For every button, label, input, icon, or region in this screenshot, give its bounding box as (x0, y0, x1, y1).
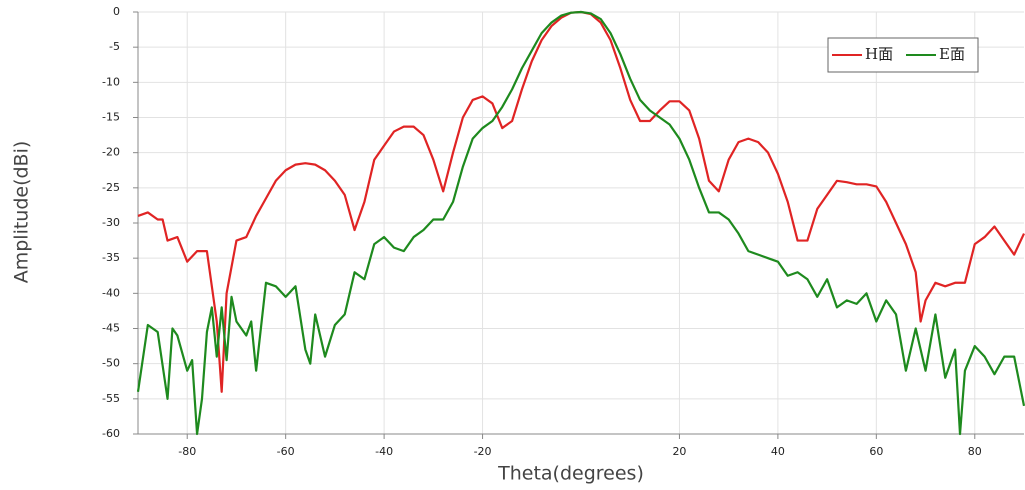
y-tick-label: -50 (102, 357, 120, 370)
y-tick-label: -20 (102, 146, 120, 159)
y-tick-label: -35 (102, 251, 120, 264)
x-tick-label: -20 (474, 445, 492, 458)
x-tick-label: 60 (869, 445, 883, 458)
x-tick-label: 20 (672, 445, 686, 458)
x-tick-label: -40 (375, 445, 393, 458)
y-tick-label: -30 (102, 216, 120, 229)
series-line (136, 10, 1025, 436)
x-axis-title: Theta(degrees) (497, 463, 644, 485)
legend: H面 E面 (827, 37, 979, 73)
y-tick-label: -55 (102, 392, 120, 405)
y-tick-label: -10 (102, 75, 120, 88)
x-tick-label: -80 (178, 445, 196, 458)
y-tick-label: -60 (102, 427, 120, 440)
y-tick-label: 0 (113, 5, 120, 18)
y-tick-label: -40 (102, 286, 120, 299)
x-tick-label: -60 (277, 445, 295, 458)
y-tick-label: -45 (102, 322, 120, 335)
y-tick-label: -5 (109, 40, 120, 53)
legend-label: E面 (939, 45, 965, 63)
y-tick-label: -25 (102, 181, 120, 194)
x-tick-label: 40 (771, 445, 785, 458)
legend-label: H面 (865, 45, 893, 63)
y-tick-label: -15 (102, 111, 120, 124)
y-axis-title: Amplitude(dBi) (11, 141, 33, 284)
x-tick-label: 80 (968, 445, 982, 458)
